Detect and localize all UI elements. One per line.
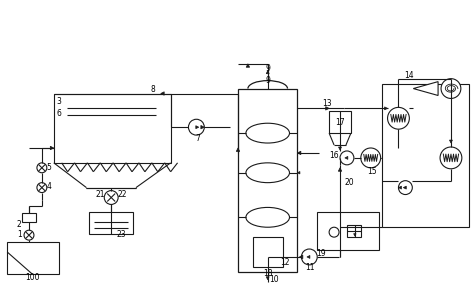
Circle shape	[301, 249, 317, 265]
Circle shape	[361, 148, 381, 168]
Circle shape	[399, 181, 412, 195]
Bar	[238, 88, 297, 272]
Polygon shape	[300, 255, 303, 259]
Bar	[253, 237, 283, 267]
Polygon shape	[338, 168, 342, 171]
Text: 100: 100	[25, 273, 39, 282]
Circle shape	[24, 230, 34, 240]
Text: 20: 20	[344, 178, 354, 187]
Text: 4: 4	[46, 182, 51, 191]
Bar	[347, 225, 361, 237]
Polygon shape	[236, 148, 240, 151]
Text: 8: 8	[150, 85, 155, 94]
Circle shape	[340, 151, 354, 165]
Text: 10: 10	[269, 275, 278, 284]
Ellipse shape	[246, 163, 290, 183]
Polygon shape	[297, 171, 300, 174]
Text: 16: 16	[329, 151, 339, 160]
Text: 23: 23	[116, 230, 126, 239]
Polygon shape	[201, 125, 204, 129]
Text: 14: 14	[404, 71, 414, 80]
Ellipse shape	[246, 123, 290, 143]
Text: 12: 12	[280, 258, 289, 268]
Circle shape	[37, 163, 47, 173]
Text: 15: 15	[367, 167, 376, 176]
Polygon shape	[354, 234, 356, 236]
Circle shape	[37, 183, 47, 193]
Bar	[382, 84, 469, 227]
Text: 17: 17	[335, 118, 345, 127]
Circle shape	[189, 119, 204, 135]
Bar	[22, 213, 36, 222]
Polygon shape	[161, 92, 164, 95]
Polygon shape	[246, 64, 250, 67]
Text: 9: 9	[265, 64, 270, 73]
Polygon shape	[345, 156, 348, 159]
Polygon shape	[384, 107, 388, 110]
Text: 18: 18	[263, 269, 273, 278]
Polygon shape	[196, 126, 199, 129]
Text: 2: 2	[17, 220, 21, 229]
Circle shape	[440, 147, 462, 169]
Circle shape	[441, 79, 461, 98]
Text: 1: 1	[18, 230, 22, 239]
Polygon shape	[266, 71, 269, 74]
Text: 6: 6	[56, 109, 61, 118]
Text: 13: 13	[322, 99, 332, 108]
Text: 3: 3	[56, 97, 61, 106]
Bar	[54, 93, 171, 163]
Polygon shape	[326, 107, 329, 110]
Text: 7: 7	[195, 134, 200, 143]
Text: 5: 5	[46, 163, 51, 172]
Polygon shape	[449, 140, 453, 143]
Text: 22: 22	[118, 190, 127, 199]
Circle shape	[388, 107, 410, 129]
Polygon shape	[338, 147, 341, 150]
Text: 11: 11	[306, 263, 315, 272]
Bar	[90, 212, 133, 234]
Circle shape	[329, 227, 339, 237]
Ellipse shape	[246, 207, 290, 227]
Polygon shape	[413, 82, 438, 96]
Polygon shape	[297, 151, 301, 155]
Bar	[329, 111, 351, 133]
Text: 9: 9	[265, 76, 270, 85]
Circle shape	[104, 190, 118, 205]
Text: 21: 21	[96, 190, 105, 199]
Bar	[317, 212, 379, 250]
Polygon shape	[403, 186, 406, 189]
Bar	[7, 242, 59, 274]
Polygon shape	[50, 146, 54, 150]
Polygon shape	[399, 186, 401, 189]
Text: 19: 19	[316, 249, 326, 258]
Polygon shape	[266, 277, 269, 280]
Polygon shape	[307, 255, 310, 258]
